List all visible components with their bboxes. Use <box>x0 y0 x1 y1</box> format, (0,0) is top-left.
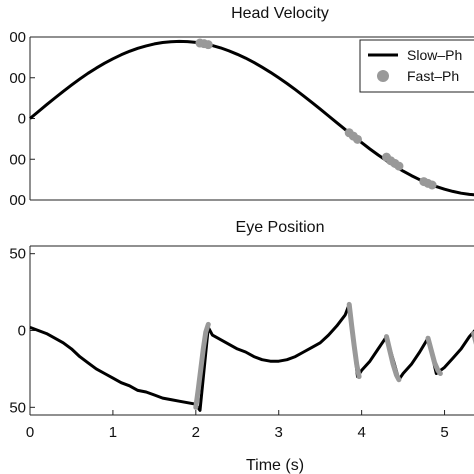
fast-phase-point <box>352 134 362 144</box>
x-tick-label: 3 <box>275 424 283 441</box>
fast-phase-segment <box>384 334 402 383</box>
x-tick-label: 0 <box>26 424 34 441</box>
y-tick-label: 50 <box>9 246 26 263</box>
slow-phase-line <box>29 302 474 412</box>
x-tick-label: 1 <box>109 424 117 441</box>
fast-phase-segment <box>425 335 443 376</box>
fast-phase-segment <box>346 301 362 380</box>
fast-phase-point <box>203 40 213 50</box>
legend: Slow–Ph Fast–Ph <box>359 39 474 93</box>
legend-marker-swatch <box>377 70 389 82</box>
legend-box <box>359 39 474 93</box>
fast-phase-point <box>394 161 404 171</box>
fast-phase-segment <box>193 321 211 410</box>
y-tick-label: 0 <box>18 323 26 340</box>
y-tick-label: 00 <box>9 192 26 209</box>
y-tick-label: 0 <box>18 111 26 128</box>
chart-title: Head Velocity <box>231 5 329 22</box>
y-tick-label: 00 <box>9 151 26 168</box>
x-axis-label: Time (s) <box>246 457 304 474</box>
legend-entry-label: Slow–Ph <box>407 47 462 63</box>
x-tick-label: 5 <box>440 424 448 441</box>
y-tick-label: 50 <box>9 399 26 416</box>
y-tick-label: 00 <box>9 29 26 46</box>
x-tick-label: 2 <box>192 424 200 441</box>
fast-phase-point <box>427 180 437 190</box>
slow-phase-line <box>29 39 474 197</box>
chart-title: Eye Position <box>236 219 325 236</box>
x-tick-label: 4 <box>357 424 365 441</box>
legend-entry-label: Fast–Ph <box>407 68 459 84</box>
y-tick-label: 00 <box>9 70 26 87</box>
